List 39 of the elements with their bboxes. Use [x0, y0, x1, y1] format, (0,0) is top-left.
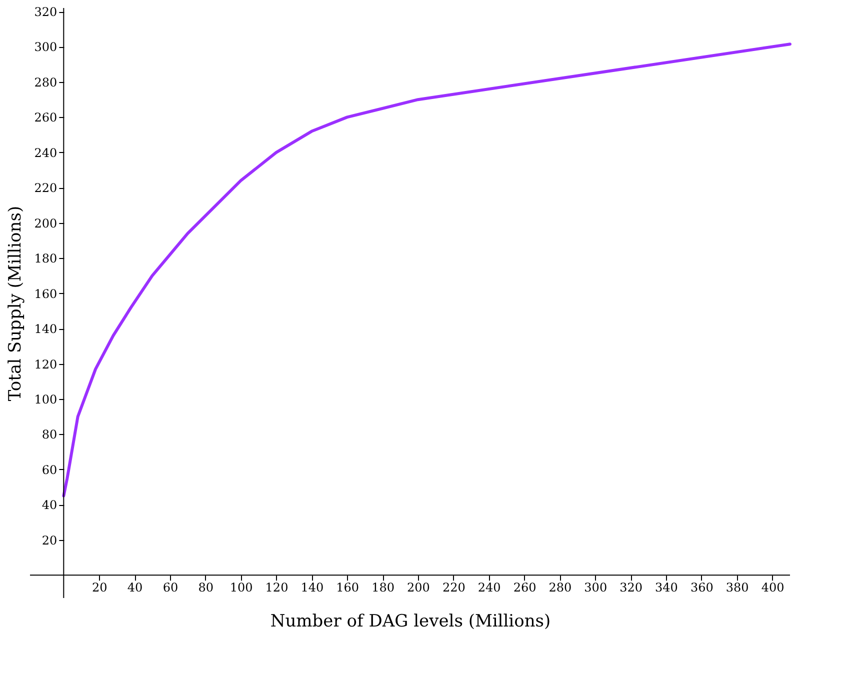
x-tick-label: 400	[761, 580, 784, 595]
y-tick-label: 320	[34, 5, 58, 20]
x-tick-label: 80	[198, 580, 214, 595]
y-tick-label: 280	[34, 75, 58, 90]
x-tick-label: 280	[548, 580, 572, 595]
x-tick-label: 320	[620, 580, 643, 595]
y-tick-label: 120	[34, 357, 58, 372]
y-tick-label: 20	[42, 533, 58, 548]
x-tick-label: 120	[265, 580, 288, 595]
y-tick-label: 100	[34, 392, 58, 406]
x-tick-label: 60	[162, 580, 178, 595]
x-tick-label: 100	[230, 580, 253, 595]
y-tick-label: 260	[34, 110, 58, 125]
y-tick-label: 40	[42, 498, 58, 512]
x-tick-label: 380	[726, 580, 749, 595]
y-tick-label: 300	[34, 40, 58, 54]
x-tick-label: 140	[300, 580, 324, 595]
x-tick-label: 20	[92, 580, 108, 595]
x-tick-label: 240	[478, 580, 501, 595]
y-tick-label: 80	[42, 428, 58, 442]
y-tick-label: 200	[34, 216, 58, 230]
x-tick-label: 300	[584, 580, 608, 595]
x-axis-title: Number of DAG levels (Millions)	[270, 612, 551, 632]
y-tick-label: 140	[34, 322, 58, 336]
x-tick-label: 360	[690, 580, 714, 595]
y-axis-title: Total Supply (Millions)	[5, 206, 26, 402]
line-series	[62, 42, 792, 498]
x-tick-label: 340	[655, 580, 678, 595]
x-tick-label: 180	[372, 580, 394, 595]
y-tick-label: 240	[34, 146, 58, 160]
x-tick-label: 260	[513, 580, 536, 595]
x-tick-label: 220	[442, 580, 466, 595]
y-tick-label: 180	[34, 252, 58, 266]
x-tick-label: 200	[407, 580, 430, 595]
y-tick-label: 160	[34, 286, 58, 301]
x-tick-label: 160	[336, 580, 360, 595]
x-tick-label: 40	[127, 580, 143, 595]
y-tick-label: 220	[34, 181, 58, 196]
y-tick-label: 60	[42, 462, 58, 477]
